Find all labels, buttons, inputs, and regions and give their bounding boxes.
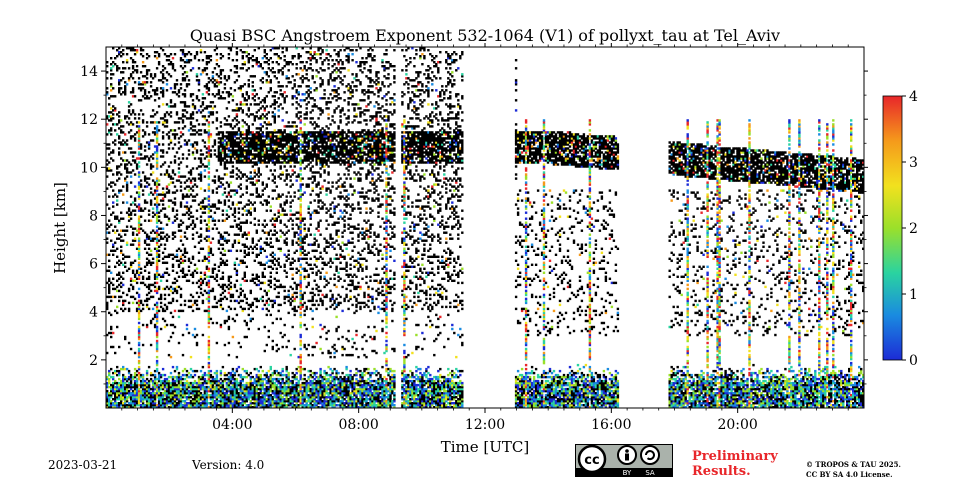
cc-license-icon: cc BY SA: [575, 444, 673, 477]
x-axis-label: Time [UTC]: [441, 438, 530, 456]
chart-title: Quasi BSC Angstroem Exponent 532-1064 (V…: [190, 26, 780, 45]
colorbar-tick-label: 1: [909, 287, 918, 303]
date-label: 2023-03-21: [48, 458, 118, 472]
version-label: Version: 4.0: [192, 458, 265, 472]
preliminary-line-2: Results.: [692, 464, 751, 479]
y-axis-label: Height [km]: [51, 182, 69, 274]
preliminary-line-1: Preliminary: [692, 449, 778, 464]
y-tick-label: 2: [89, 353, 98, 369]
y-tick-label: 12: [80, 112, 98, 128]
x-tick-label: 04:00: [212, 417, 252, 433]
copyright-line-2: CC BY SA 4.0 License.: [806, 470, 893, 479]
y-tick-label: 10: [80, 160, 98, 176]
y-axis: 2 4 6 8 10 12 14: [80, 64, 868, 385]
preliminary-notice: Preliminary Results.: [692, 449, 778, 479]
y-tick-label: 14: [80, 64, 98, 80]
x-tick-label: 16:00: [591, 417, 631, 433]
colorbar-axis: 0 1 2 3 4: [902, 89, 918, 369]
x-axis: 04:00 08:00 12:00 16:00 20:00: [121, 43, 849, 433]
colorbar-tick-label: 0: [909, 353, 918, 369]
x-tick-label: 20:00: [717, 417, 757, 433]
x-tick-label: 08:00: [338, 417, 378, 433]
colorbar-tick-label: 2: [909, 221, 918, 237]
colorbar-tick-label: 3: [909, 155, 918, 171]
y-tick-label: 8: [89, 208, 98, 224]
y-tick-label: 6: [89, 257, 98, 273]
colorbar-tick-label: 4: [909, 89, 918, 105]
copyright-notice: © TROPOS & TAU 2025. CC BY SA 4.0 Licens…: [806, 460, 901, 480]
copyright-line-1: © TROPOS & TAU 2025.: [806, 460, 901, 469]
y-tick-label: 4: [89, 305, 98, 321]
x-tick-label: 12:00: [465, 417, 505, 433]
colorbar: [882, 95, 903, 361]
heatmap-field: [106, 47, 864, 408]
